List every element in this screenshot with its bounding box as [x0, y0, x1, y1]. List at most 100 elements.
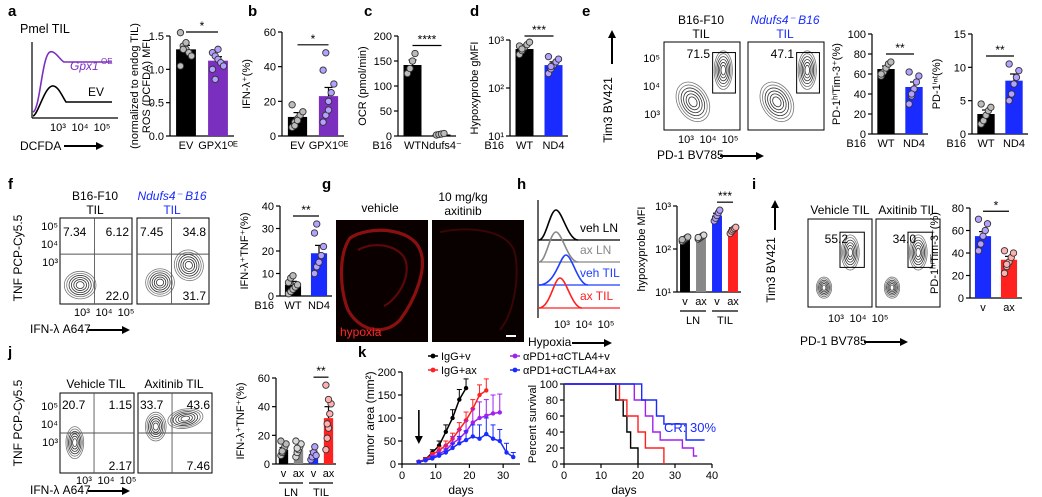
y-axis-label: IFN-λ⁺(%): [241, 59, 253, 109]
significance-marker: **: [301, 203, 311, 217]
data-point: [319, 66, 327, 74]
contour-line: [70, 435, 79, 450]
g-title-dose: 10 mg/kg: [438, 190, 487, 204]
contour-line: [762, 84, 792, 120]
gate-box: [712, 52, 736, 94]
tissue-outline-vehicle: [339, 228, 425, 332]
y-tick-label: 0: [268, 291, 274, 303]
contour-line: [177, 414, 193, 423]
data-point: [322, 49, 330, 57]
x-tick-label: v: [714, 296, 720, 308]
y-tick-label: 150: [378, 390, 396, 402]
data-point: [187, 52, 196, 60]
panel-label-e: e: [582, 3, 590, 20]
series-point: [470, 434, 475, 439]
f-plot-title-2: TIL: [86, 203, 104, 217]
data-point: [317, 251, 325, 260]
legend: IgG+v IgG+ax αPD1+αCTLA4+v αPD1+αCTLA4+ax: [428, 351, 616, 377]
contour-line: [846, 245, 855, 260]
legend-swatch-dot: [430, 367, 436, 373]
contour-line: [182, 258, 196, 272]
panel-label-a: a: [8, 3, 17, 20]
f-x-tick: 10⁴: [96, 307, 113, 319]
j-quadrant-ul: 33.7: [140, 398, 164, 412]
bar-3: [728, 229, 738, 292]
panel-label-b: b: [248, 3, 257, 20]
data-point: [322, 446, 330, 454]
x-tick-label: Ndufs4⁻: [421, 140, 462, 152]
x-tick-label: v: [980, 302, 986, 314]
hist-tick-label: 10³: [50, 122, 66, 134]
y-tick-label: 10: [262, 269, 274, 281]
contour-line: [66, 272, 95, 298]
bar-1: [544, 65, 563, 136]
y-tick-label: 0: [270, 131, 276, 143]
significance-marker: *: [200, 19, 205, 33]
contour-line: [821, 284, 827, 291]
data-point: [310, 269, 319, 278]
contour-line: [153, 276, 167, 289]
group-label: TIL: [717, 315, 733, 327]
data-point: [732, 223, 740, 231]
data-point: [1007, 90, 1016, 98]
f-x-arrow-head: [122, 326, 130, 334]
y-tick-label: 50: [384, 436, 396, 448]
f-quadrant-ul: 7.45: [140, 225, 164, 239]
i-gate-value: 34.0: [893, 232, 917, 246]
data-point: [313, 220, 321, 228]
chart-f_bar: 0 10 20 30 40 WT ND4 IFN-λ⁺TNF⁺(%) ** B16: [239, 201, 332, 312]
contour-line: [180, 415, 191, 422]
x-tick-label: v: [682, 296, 688, 308]
contour-line: [156, 278, 165, 287]
i-x-tick: 10⁴: [850, 313, 867, 325]
contour-line: [912, 242, 924, 263]
j-plot-title: Vehicle TIL: [66, 377, 125, 391]
y-tick-label: 0: [390, 459, 396, 471]
x-tick-label: 20: [463, 470, 475, 482]
series-point: [463, 385, 469, 391]
chart-e_bar1: 0 20 40 60 80 100 WT ND4 PD-1ʰⁱTim-3⁺(%) ** B16: [831, 29, 928, 150]
data-point: [293, 281, 302, 289]
series-point: [457, 397, 462, 402]
x-tick-label: GPX1ᴼᴱ: [309, 140, 349, 152]
contour-line: [819, 281, 829, 294]
e-gate-value: 71.5: [687, 47, 711, 61]
data-point: [907, 90, 916, 98]
panel-label-d: d: [470, 3, 479, 20]
x-tick-label: 30: [669, 470, 681, 482]
data-point: [311, 443, 319, 451]
contour-line: [797, 50, 817, 90]
y-axis-label: hypoxyprobe MFI: [636, 207, 648, 292]
y-tick-label: 15: [954, 29, 966, 41]
gate-box: [907, 231, 933, 268]
series-point: [490, 411, 496, 416]
hist-x-arrow-head: [96, 142, 104, 150]
data-point: [319, 242, 328, 251]
series-point: [450, 415, 455, 421]
contour-line: [680, 87, 706, 117]
series-point: [463, 437, 469, 443]
survival-curve-3: [564, 383, 705, 441]
y-tick-label: 20: [262, 246, 274, 258]
contour-line: [175, 412, 196, 425]
group-label: TIL: [313, 487, 329, 497]
contour-line: [720, 64, 726, 76]
data-point: [1000, 247, 1009, 255]
h-hist-label: veh LN: [580, 221, 618, 235]
data-point: [293, 116, 302, 125]
data-point: [406, 64, 414, 73]
y-tick-label: 60: [854, 69, 866, 81]
e-x-tick: 10⁴: [700, 134, 717, 146]
contour-line: [71, 277, 90, 294]
panel-label-g: g: [322, 176, 331, 193]
f-y-label: TNF PCP-Cy5.5: [11, 214, 25, 301]
x-tick-label: WT: [877, 138, 894, 150]
data-point: [219, 62, 228, 70]
y-tick-label: 10³: [488, 35, 504, 47]
plot-frame: [136, 217, 210, 305]
legend-swatch-dot: [430, 353, 436, 359]
x-tick-label: ND4: [1003, 138, 1025, 150]
